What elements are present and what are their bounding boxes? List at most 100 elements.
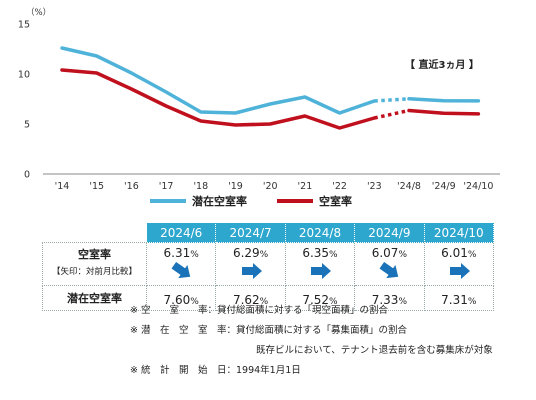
trend-arrow	[286, 260, 354, 280]
x-tick-label: '22	[332, 181, 347, 192]
vacancy-cell: 6.31%	[145, 242, 217, 286]
vacancy-cell: 6.29%	[215, 242, 286, 286]
series-line-recent-1	[407, 108, 481, 116]
legend-swatch-vacancy	[277, 199, 313, 203]
x-tick-label: '16	[124, 181, 139, 192]
percent-sign: %	[329, 250, 338, 260]
legend-item-vacancy: 空室率	[277, 193, 352, 209]
vacancy-number: 6.29	[232, 246, 260, 260]
vacancy-value: 6.01%	[425, 243, 493, 260]
vacancy-value: 6.07%	[355, 243, 423, 260]
arrow-down-right-icon	[171, 262, 191, 279]
vacancy-value: 6.31%	[147, 243, 215, 260]
percent-sign: %	[398, 296, 407, 307]
x-tick-label: '15	[89, 181, 104, 192]
series-line-gap-1	[373, 108, 410, 120]
arrow-right-icon	[449, 263, 470, 279]
potential-number: 7.60	[163, 292, 191, 307]
legend-swatch-potential	[150, 199, 186, 203]
footnote-label: ※ 空 室 率：	[130, 305, 217, 316]
legend-label-potential: 潜在空室率	[192, 195, 247, 208]
percent-sign: %	[467, 250, 477, 260]
y-tick-label: 15	[18, 20, 30, 31]
recent-months-label: 【 直近3ヵ月 】	[405, 58, 479, 71]
trend-arrow	[147, 260, 215, 280]
month-header: 2024/6	[145, 222, 217, 243]
x-tick-label: '21	[298, 181, 313, 192]
trend-arrow	[425, 260, 493, 280]
potential-row-label: 潜在空室率	[42, 285, 147, 311]
potential-number: 7.31	[441, 292, 468, 307]
month-header: 2024/10	[423, 222, 495, 243]
legend-label-vacancy: 空室率	[319, 195, 352, 208]
vacancy-row-label: 空室率 【矢印：対前月比較】	[42, 242, 147, 286]
x-tick-label: '24/8	[397, 181, 421, 192]
percent-sign: %	[329, 296, 338, 307]
series-line-annual-1	[60, 68, 377, 130]
vacancy-number: 6.31	[163, 246, 191, 260]
monthly-stats-table: 2024/6 2024/7 2024/8 2024/9 2024/10 空室率 …	[42, 222, 495, 311]
month-header: 2024/7	[215, 222, 286, 243]
series-line-annual-0	[60, 46, 377, 115]
potential-number: 7.62	[232, 292, 260, 307]
x-tick-label: '14	[55, 181, 70, 192]
percent-sign: %	[467, 296, 477, 307]
vacancy-number: 6.07	[371, 246, 399, 260]
legend-item-potential: 潜在空室率	[150, 193, 247, 209]
vacancy-label: 空室率	[78, 248, 111, 261]
footnote-label: ※ 統 計 開 始 日：	[130, 365, 236, 376]
vacancy-row: 空室率 【矢印：対前月比較】 6.31% 6.29% 6.35% 6.07% 6…	[42, 242, 495, 286]
potential-cell: 7.33%	[354, 285, 425, 311]
potential-number: 7.52	[302, 292, 330, 307]
potential-number: 7.33	[371, 292, 399, 307]
series-line-gap-0	[374, 97, 410, 103]
potential-row: 潜在空室率 7.60% 7.62% 7.52% 7.33% 7.31%	[42, 285, 495, 311]
trend-arrow	[216, 260, 284, 280]
series-lines	[60, 46, 481, 130]
vacancy-number: 6.01	[441, 246, 468, 260]
footnote-text: 貸付総面積に対する「現空面積」の割合	[216, 305, 388, 316]
y-tick-label: 10	[18, 70, 30, 81]
month-header: 2024/9	[354, 222, 425, 243]
trend-arrow	[355, 260, 423, 280]
x-tick-label: '20	[263, 181, 278, 192]
x-tick-label: '24/10	[463, 181, 493, 192]
month-header: 2024/8	[284, 222, 356, 243]
percent-sign: %	[398, 250, 407, 260]
footnote-vacancy: ※ 空 室 率：貸付総面積に対する「現空面積」の割合	[130, 306, 388, 316]
table-header-row: 2024/6 2024/7 2024/8 2024/9 2024/10	[42, 222, 495, 243]
vacancy-line-chart: （%） 15 10 5 0 '14 '15 '16 '17 '18 '19 '20 '21 '22 '2…	[18, 7, 500, 192]
potential-cell: 7.62%	[215, 285, 286, 311]
y-axis-ticks: 15 10 5 0	[18, 20, 30, 181]
vacancy-arrow-note: 【矢印：対前月比較】	[51, 267, 137, 277]
arrow-down-right-icon	[379, 262, 399, 279]
x-axis-ticks: '14 '15 '16 '17 '18 '19 '20 '21 '22 '23 '24/8 '24/9…	[55, 181, 494, 192]
percent-sign: %	[190, 250, 199, 260]
vacancy-cell: 6.07%	[354, 242, 425, 286]
vacancy-cell: 6.35%	[284, 242, 356, 286]
x-tick-label: '19	[228, 181, 243, 192]
percent-sign: %	[259, 250, 269, 260]
footnote-potential-detail: 既存ビルにおいて、テナント退去前を含む募集床が対象	[256, 345, 493, 356]
table-corner	[42, 222, 147, 243]
vacancy-value: 6.29%	[216, 243, 284, 260]
y-tick-label: 5	[24, 120, 30, 131]
percent-sign: %	[190, 296, 199, 307]
footnote-text: 貸付総面積に対する「募集面積」の割合	[235, 325, 407, 336]
y-unit-label: （%）	[26, 7, 51, 18]
footnote-text: 1994年1月1日	[235, 365, 301, 376]
x-tick-label: '18	[193, 181, 208, 192]
potential-cell: 7.31%	[423, 285, 495, 311]
x-tick-label: '17	[159, 181, 174, 192]
arrow-right-icon	[310, 263, 331, 279]
footnote-potential: ※ 潜 在 空 室 率：貸付総面積に対する「募集面積」の割合	[130, 326, 407, 336]
percent-sign: %	[259, 296, 269, 307]
series-line-recent-0	[407, 97, 481, 103]
potential-cell: 7.52%	[284, 285, 356, 311]
x-tick-label: '23	[367, 181, 382, 192]
arrow-right-icon	[241, 263, 262, 279]
y-tick-label: 0	[24, 170, 30, 181]
chart-legend: 潜在空室率 空室率	[150, 193, 352, 209]
footnote-start-date: ※ 統 計 開 始 日：1994年1月1日	[130, 366, 301, 376]
vacancy-value: 6.35%	[286, 243, 354, 260]
